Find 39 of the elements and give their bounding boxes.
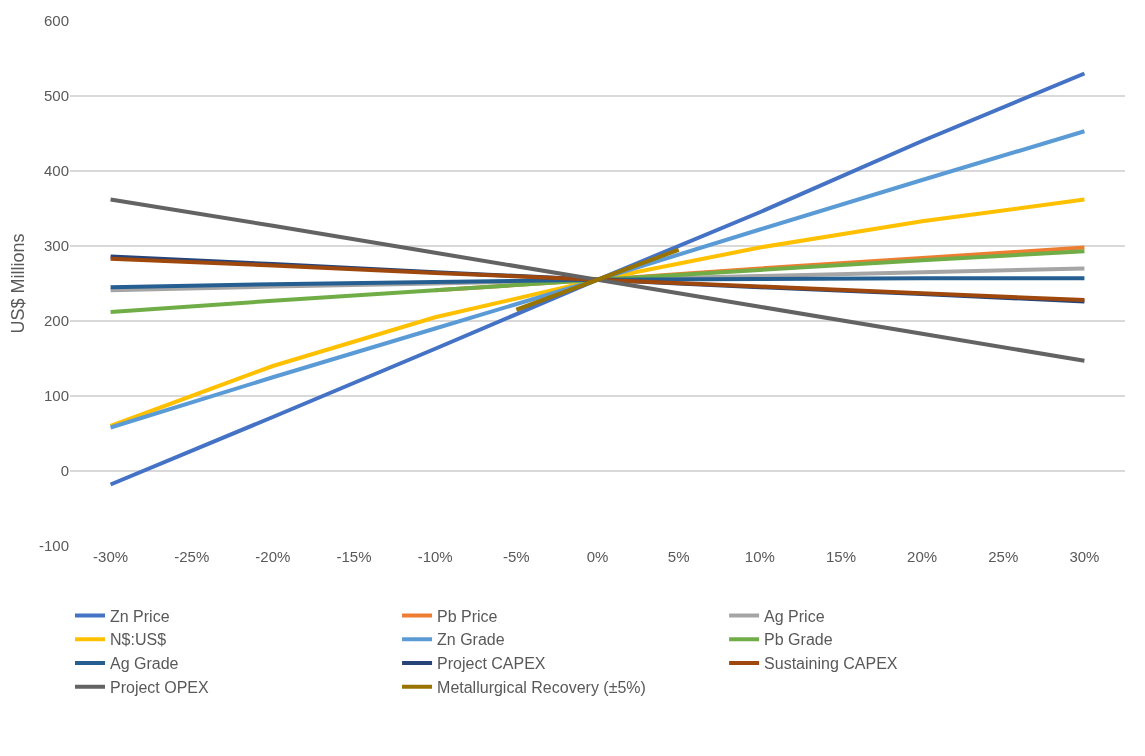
x-tick-label: 0% [586,548,609,565]
legend-label: Metallurgical Recovery (±5%) [437,679,646,697]
line-series [108,71,1087,487]
y-tick-label: -100 [38,537,69,555]
legend-label: Zn Grade [437,631,505,649]
line-series [108,197,1087,363]
legend-label: Zn Price [110,607,170,625]
x-tick-label: -10% [417,548,453,565]
legend-label: Pb Grade [764,631,833,649]
x-tick-label: 15% [825,548,856,565]
legend-label: Project CAPEX [437,655,546,673]
legend-label: Ag Price [764,607,825,625]
y-axis-title: US$ Millions [8,233,28,334]
line-series [108,276,1087,290]
y-tick-label: 500 [43,87,69,105]
x-tick-label: 10% [744,548,775,565]
x-tick-label: -5% [503,548,530,565]
legend-label: N$:US$ [110,631,167,649]
legend-label: Pb Price [437,607,498,625]
x-tick-label: -25% [174,548,210,565]
legend-label: Ag Grade [110,655,179,673]
line-series [108,249,1087,314]
x-tick-label: 30% [1069,548,1100,565]
x-tick-label: 25% [988,548,1019,565]
y-tick-label: 300 [43,237,69,255]
y-tick-label: 100 [43,387,69,405]
y-tick-label: 200 [43,312,69,330]
y-tick-label: 600 [43,12,69,30]
legend-label: Sustaining CAPEX [764,655,898,673]
x-tick-label: -15% [336,548,372,565]
line-series [108,129,1087,430]
x-tick-label: 20% [907,548,938,565]
x-tick-label: -30% [93,548,129,565]
y-tick-label: 400 [43,162,69,180]
y-tick-label: 0 [60,462,69,480]
legend-label: Project OPEX [110,679,210,697]
x-tick-label: -20% [255,548,291,565]
line-series [108,197,1087,428]
x-tick-label: 5% [667,548,690,565]
